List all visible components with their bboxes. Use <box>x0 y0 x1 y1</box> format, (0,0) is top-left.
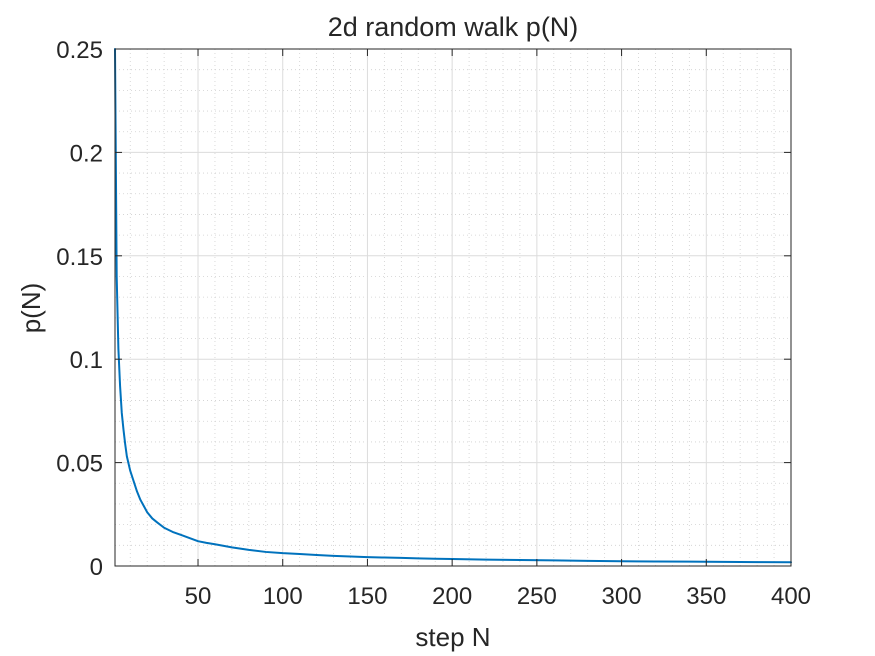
series-line <box>114 48 792 564</box>
chart-title: 2d random walk p(N) <box>328 12 579 42</box>
y-tick-label: 0.15 <box>56 244 103 271</box>
y-axis-label: p(N) <box>16 283 46 334</box>
x-tick-label: 400 <box>771 583 811 610</box>
x-tick-label: 100 <box>263 583 303 610</box>
x-tick-label: 150 <box>347 583 387 610</box>
y-tick-label: 0.1 <box>70 347 103 374</box>
y-tick-label: 0.05 <box>56 451 103 478</box>
x-tick-labels: 50 100 150 200 250 300 350 400 <box>185 583 811 610</box>
y-tick-label: 0.2 <box>70 140 103 167</box>
x-tick-label: 250 <box>517 583 557 610</box>
x-axis-label: step N <box>415 622 490 652</box>
x-tick-label: 200 <box>432 583 472 610</box>
y-tick-label: 0 <box>90 554 103 581</box>
axis-ticks <box>115 48 792 567</box>
minor-grid <box>115 49 791 566</box>
x-tick-label: 50 <box>185 583 212 610</box>
y-tick-label: 0.25 <box>56 37 103 64</box>
plot-area <box>115 49 791 566</box>
x-tick-label: 300 <box>602 583 642 610</box>
series-layer <box>114 48 792 564</box>
plot-frame <box>114 48 792 567</box>
y-tick-labels: 0 0.05 0.1 0.15 0.2 0.25 <box>56 37 103 581</box>
x-tick-label: 350 <box>686 583 726 610</box>
